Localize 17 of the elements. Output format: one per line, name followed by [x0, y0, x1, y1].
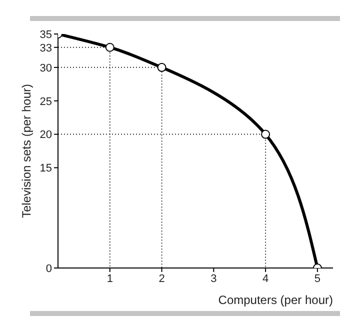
- y-tick-label: 0: [46, 262, 52, 275]
- x-tick-label: 4: [262, 272, 269, 285]
- point: [105, 42, 114, 52]
- x-tick-label: 1: [106, 272, 113, 285]
- y-tick-label: 25: [40, 96, 52, 108]
- x-tick-label: 3: [210, 272, 217, 285]
- x-tick-label: 2: [158, 272, 165, 285]
- y-tick-label: 30: [40, 62, 52, 74]
- point: [157, 62, 166, 72]
- x-axis-title: Computers (per hour): [218, 293, 333, 307]
- y-axis-title: Television sets (per hour): [19, 84, 34, 218]
- y-tick-label: 15: [40, 162, 52, 175]
- y-tick-label: 33: [40, 42, 52, 54]
- point: [261, 130, 270, 139]
- y-tick-label: 20: [40, 129, 52, 142]
- y-tick-label: 35: [40, 28, 52, 41]
- x-tick-label: 5: [314, 272, 320, 285]
